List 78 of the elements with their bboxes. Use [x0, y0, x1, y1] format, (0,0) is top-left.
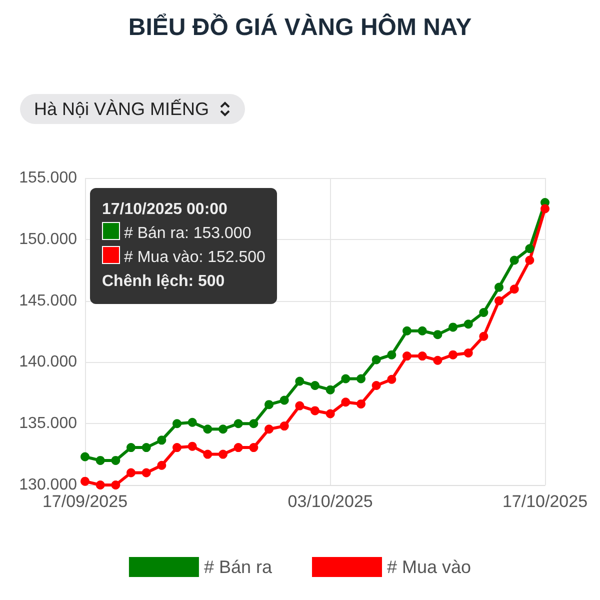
point [372, 355, 381, 364]
x-tick-label: 17/10/2025 [502, 492, 588, 511]
x-tick-label: 17/09/2025 [42, 492, 128, 511]
point [188, 442, 197, 451]
point [96, 480, 105, 490]
point [172, 419, 182, 428]
point [387, 350, 396, 360]
point [157, 460, 166, 470]
point [510, 284, 519, 294]
point [249, 419, 258, 428]
annotation: Chênh lệch: 500 [102, 272, 226, 292]
point [111, 480, 120, 490]
point [326, 409, 335, 418]
point [402, 352, 412, 361]
point [126, 443, 136, 452]
point [111, 456, 120, 465]
y-tick-label: 150.000 [19, 230, 78, 248]
point [295, 401, 304, 410]
point [142, 443, 151, 452]
y-tick-label: 145.000 [19, 292, 78, 310]
legend-label: # Bán ra [204, 557, 273, 577]
point [341, 374, 350, 384]
point [387, 374, 396, 384]
point [402, 326, 412, 336]
point [157, 436, 166, 445]
chart-title: BIỂU ĐỒ GIÁ VÀNG HÔM NAY [127, 14, 473, 42]
point [479, 308, 488, 317]
point [249, 443, 258, 452]
annotation: # Mua vào: 152.500 [123, 248, 266, 268]
point [372, 381, 381, 390]
point [142, 468, 151, 478]
point [464, 320, 473, 329]
point [540, 204, 550, 214]
point [126, 468, 136, 478]
point [464, 348, 473, 358]
point [310, 406, 320, 416]
point [218, 424, 228, 434]
point [80, 476, 90, 486]
annotation: 17/10/2025 00:00 [102, 200, 228, 220]
point [525, 244, 534, 254]
point [418, 326, 427, 336]
point [188, 418, 197, 427]
y-tick-label: 155.000 [19, 170, 78, 186]
point [203, 450, 212, 459]
legend-label: # Mua vào [387, 557, 472, 577]
point [418, 352, 427, 361]
point [234, 419, 243, 428]
point [96, 456, 105, 465]
point [494, 282, 504, 292]
point [295, 376, 304, 386]
point [310, 381, 320, 390]
point [448, 322, 458, 332]
y-tick-label: 130.000 [19, 476, 78, 494]
point [326, 385, 335, 394]
y-tick-label: 135.000 [19, 415, 78, 432]
annotation: # Bán ra: 153.000 [123, 224, 252, 244]
point [234, 443, 243, 452]
point [172, 443, 182, 452]
point [264, 424, 274, 434]
point [80, 452, 90, 462]
chart-subtitle: Hà Nội VÀNG MIẾNG [34, 98, 210, 120]
point [510, 256, 519, 265]
point [203, 424, 212, 434]
point [356, 399, 366, 408]
point [264, 400, 274, 410]
point [479, 332, 488, 341]
point [341, 398, 350, 407]
y-tick-label: 140.000 [19, 354, 78, 371]
point [218, 450, 228, 459]
point [356, 374, 366, 384]
point [280, 422, 289, 431]
point [280, 396, 289, 405]
point [494, 296, 504, 306]
x-tick-label: 03/10/2025 [288, 492, 373, 511]
point [433, 356, 442, 365]
point [433, 330, 442, 340]
point [448, 350, 458, 360]
point [525, 256, 534, 265]
